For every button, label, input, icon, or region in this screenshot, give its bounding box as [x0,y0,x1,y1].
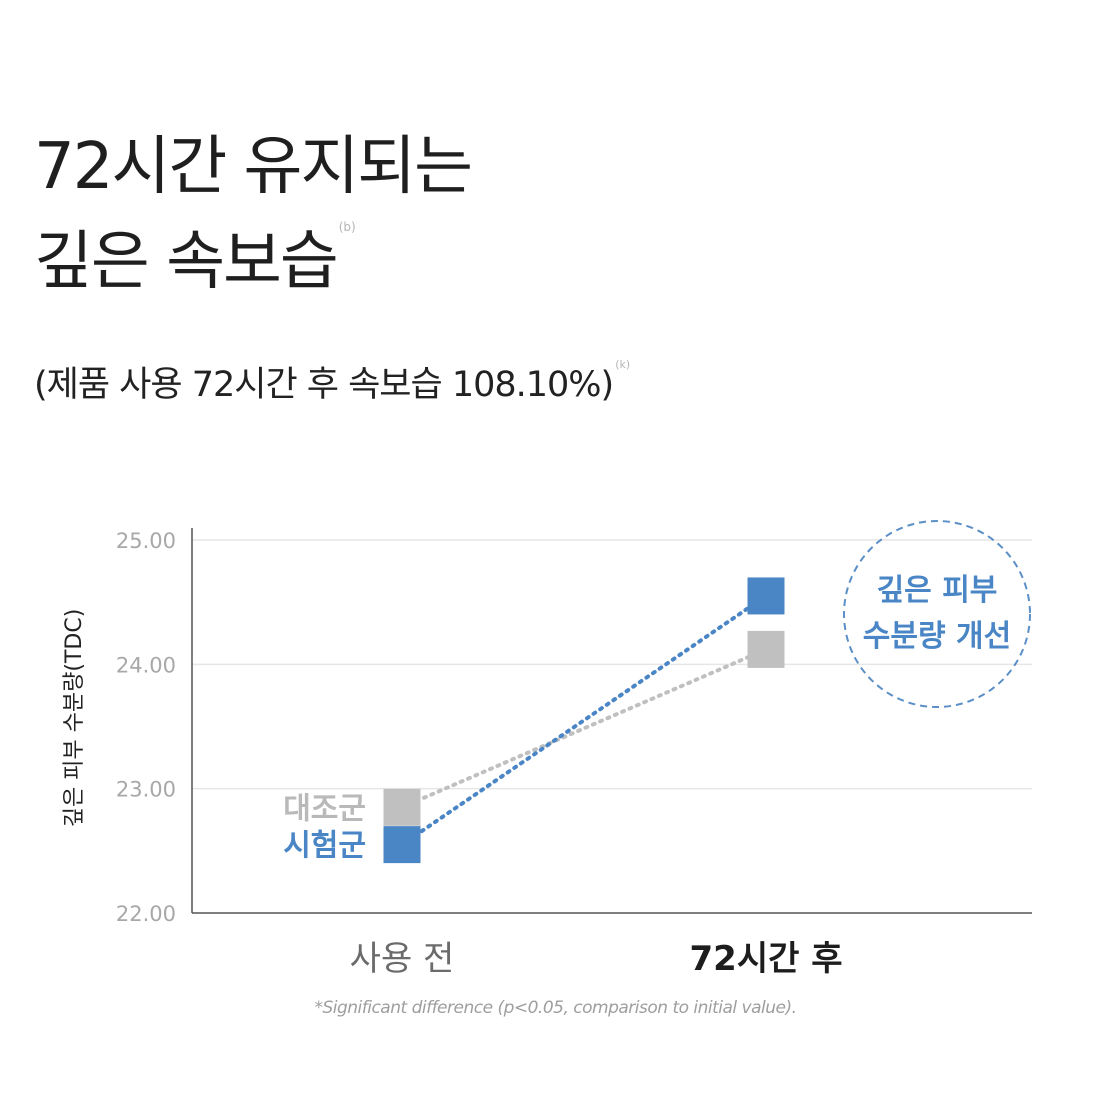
x-tick-label: 72시간 후 [690,939,843,979]
footnote: *Significant difference (p<0.05, compari… [314,998,797,1018]
y-tick-label: 25.00 [116,529,176,553]
title-marker: (b) [338,219,356,234]
series-line-1 [400,593,768,847]
series-label: 시험군 [283,829,366,864]
chart-title: 72시간 유지되는 깊은 속보습 (b) [34,120,473,309]
chart-subtitle: (제품 사용 72시간 후 속보습 108.10%)(k) [34,356,630,407]
series-label: 대조군 [283,791,366,826]
title-line-1: 72시간 유지되는 [34,130,473,204]
data-point [747,630,785,668]
series-line-0 [400,647,768,810]
x-tick-label: 사용 전 [350,939,455,979]
subtitle-marker: (k) [615,358,631,371]
y-tick-label: 22.00 [116,902,176,926]
data-point [383,788,421,826]
data-point [383,826,421,864]
y-tick-label: 24.00 [116,653,176,677]
subtitle-text: (제품 사용 72시간 후 속보습 108.10%) [34,365,614,405]
badge-line-1: 깊은 피부 [877,573,998,608]
y-tick-label: 23.00 [116,778,176,802]
title-line-2: 깊은 속보습 [34,224,339,299]
data-point [747,577,785,615]
badge-line-2: 수분량 개선 [863,619,1011,654]
badge-circle [843,520,1031,708]
